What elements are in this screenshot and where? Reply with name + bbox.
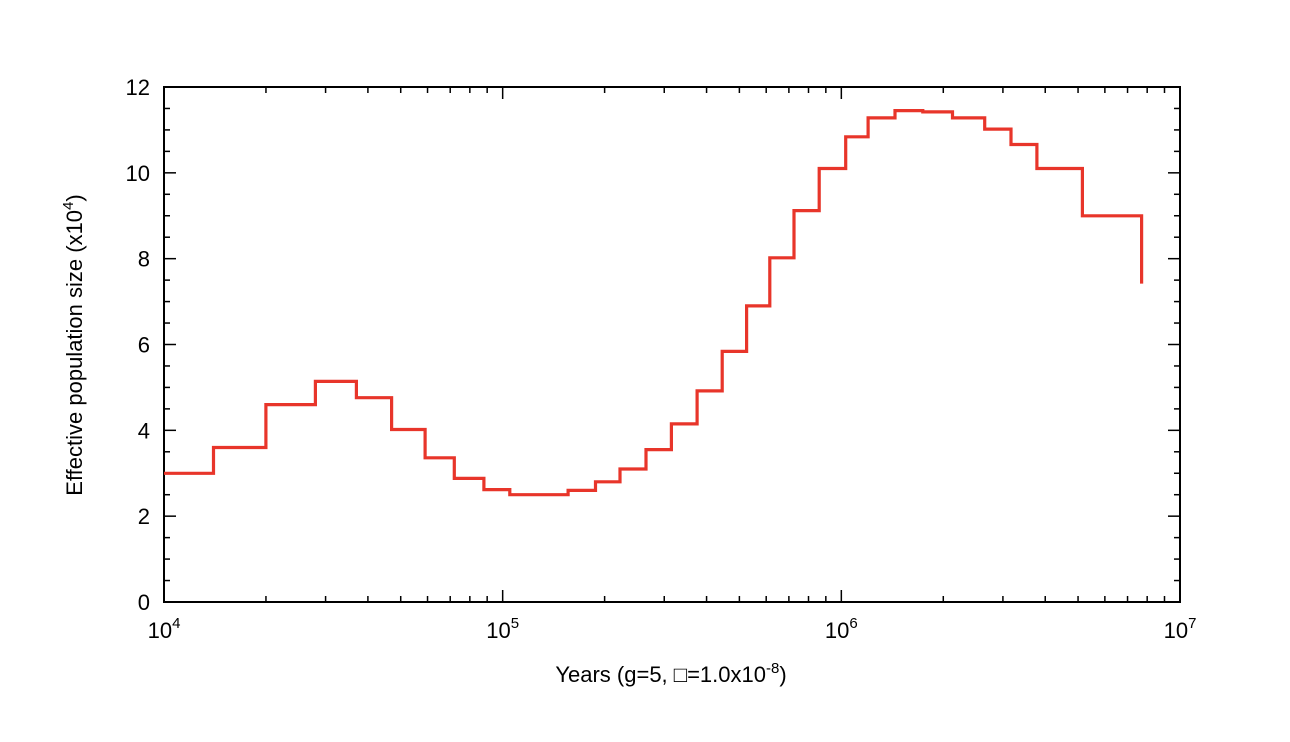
x-tick-label-exponent: 6 (849, 615, 857, 632)
series-layer (164, 109, 1144, 497)
x-tick-label-base: 10 (148, 618, 172, 643)
y-tick-label: 0 (138, 590, 150, 615)
x-axis-ticks: 104 105 106 107 (148, 87, 1197, 643)
x-tick-label-base: 10 (1164, 618, 1188, 643)
y-tick-label: 12 (126, 75, 150, 100)
plot-frame (163, 86, 1181, 603)
x-axis-title-missing-glyph: □ (674, 662, 687, 687)
y-axis-ticks: 0 2 4 6 8 10 12 (126, 75, 1180, 615)
x-tick-label: 105 (486, 615, 519, 643)
x-tick-label: 104 (148, 615, 181, 643)
x-tick-label-base: 10 (486, 618, 510, 643)
y-axis-title: Effective population size (x104) (60, 194, 87, 495)
y-tick-label: 4 (138, 418, 150, 443)
x-tick-label-exponent: 5 (511, 615, 519, 632)
x-axis-title-superscript: -8 (766, 660, 779, 677)
y-tick-label: 10 (126, 161, 150, 186)
series-line (164, 109, 1144, 497)
y-tick-label: 8 (138, 247, 150, 272)
y-axis-title-main: Effective population size (x10 (62, 210, 87, 496)
x-tick-label: 106 (825, 615, 858, 643)
x-tick-label-base: 10 (825, 618, 849, 643)
x-tick-label-exponent: 7 (1188, 615, 1196, 632)
y-axis-title-suffix: ) (62, 194, 87, 201)
x-axis-title-suffix: ) (779, 662, 786, 687)
x-axis-title-middle: =1.0x10 (687, 662, 766, 687)
y-tick-label: 2 (138, 504, 150, 529)
plot-area (163, 86, 1181, 603)
y-axis-title-superscript: 4 (60, 202, 77, 210)
x-tick-label: 107 (1164, 615, 1197, 643)
x-tick-label-exponent: 4 (172, 615, 180, 632)
y-tick-label: 6 (138, 333, 150, 358)
x-axis-title: Years (g=5, □=1.0x10-8) (555, 660, 786, 687)
x-axis-title-prefix: Years (g=5, (555, 662, 673, 687)
